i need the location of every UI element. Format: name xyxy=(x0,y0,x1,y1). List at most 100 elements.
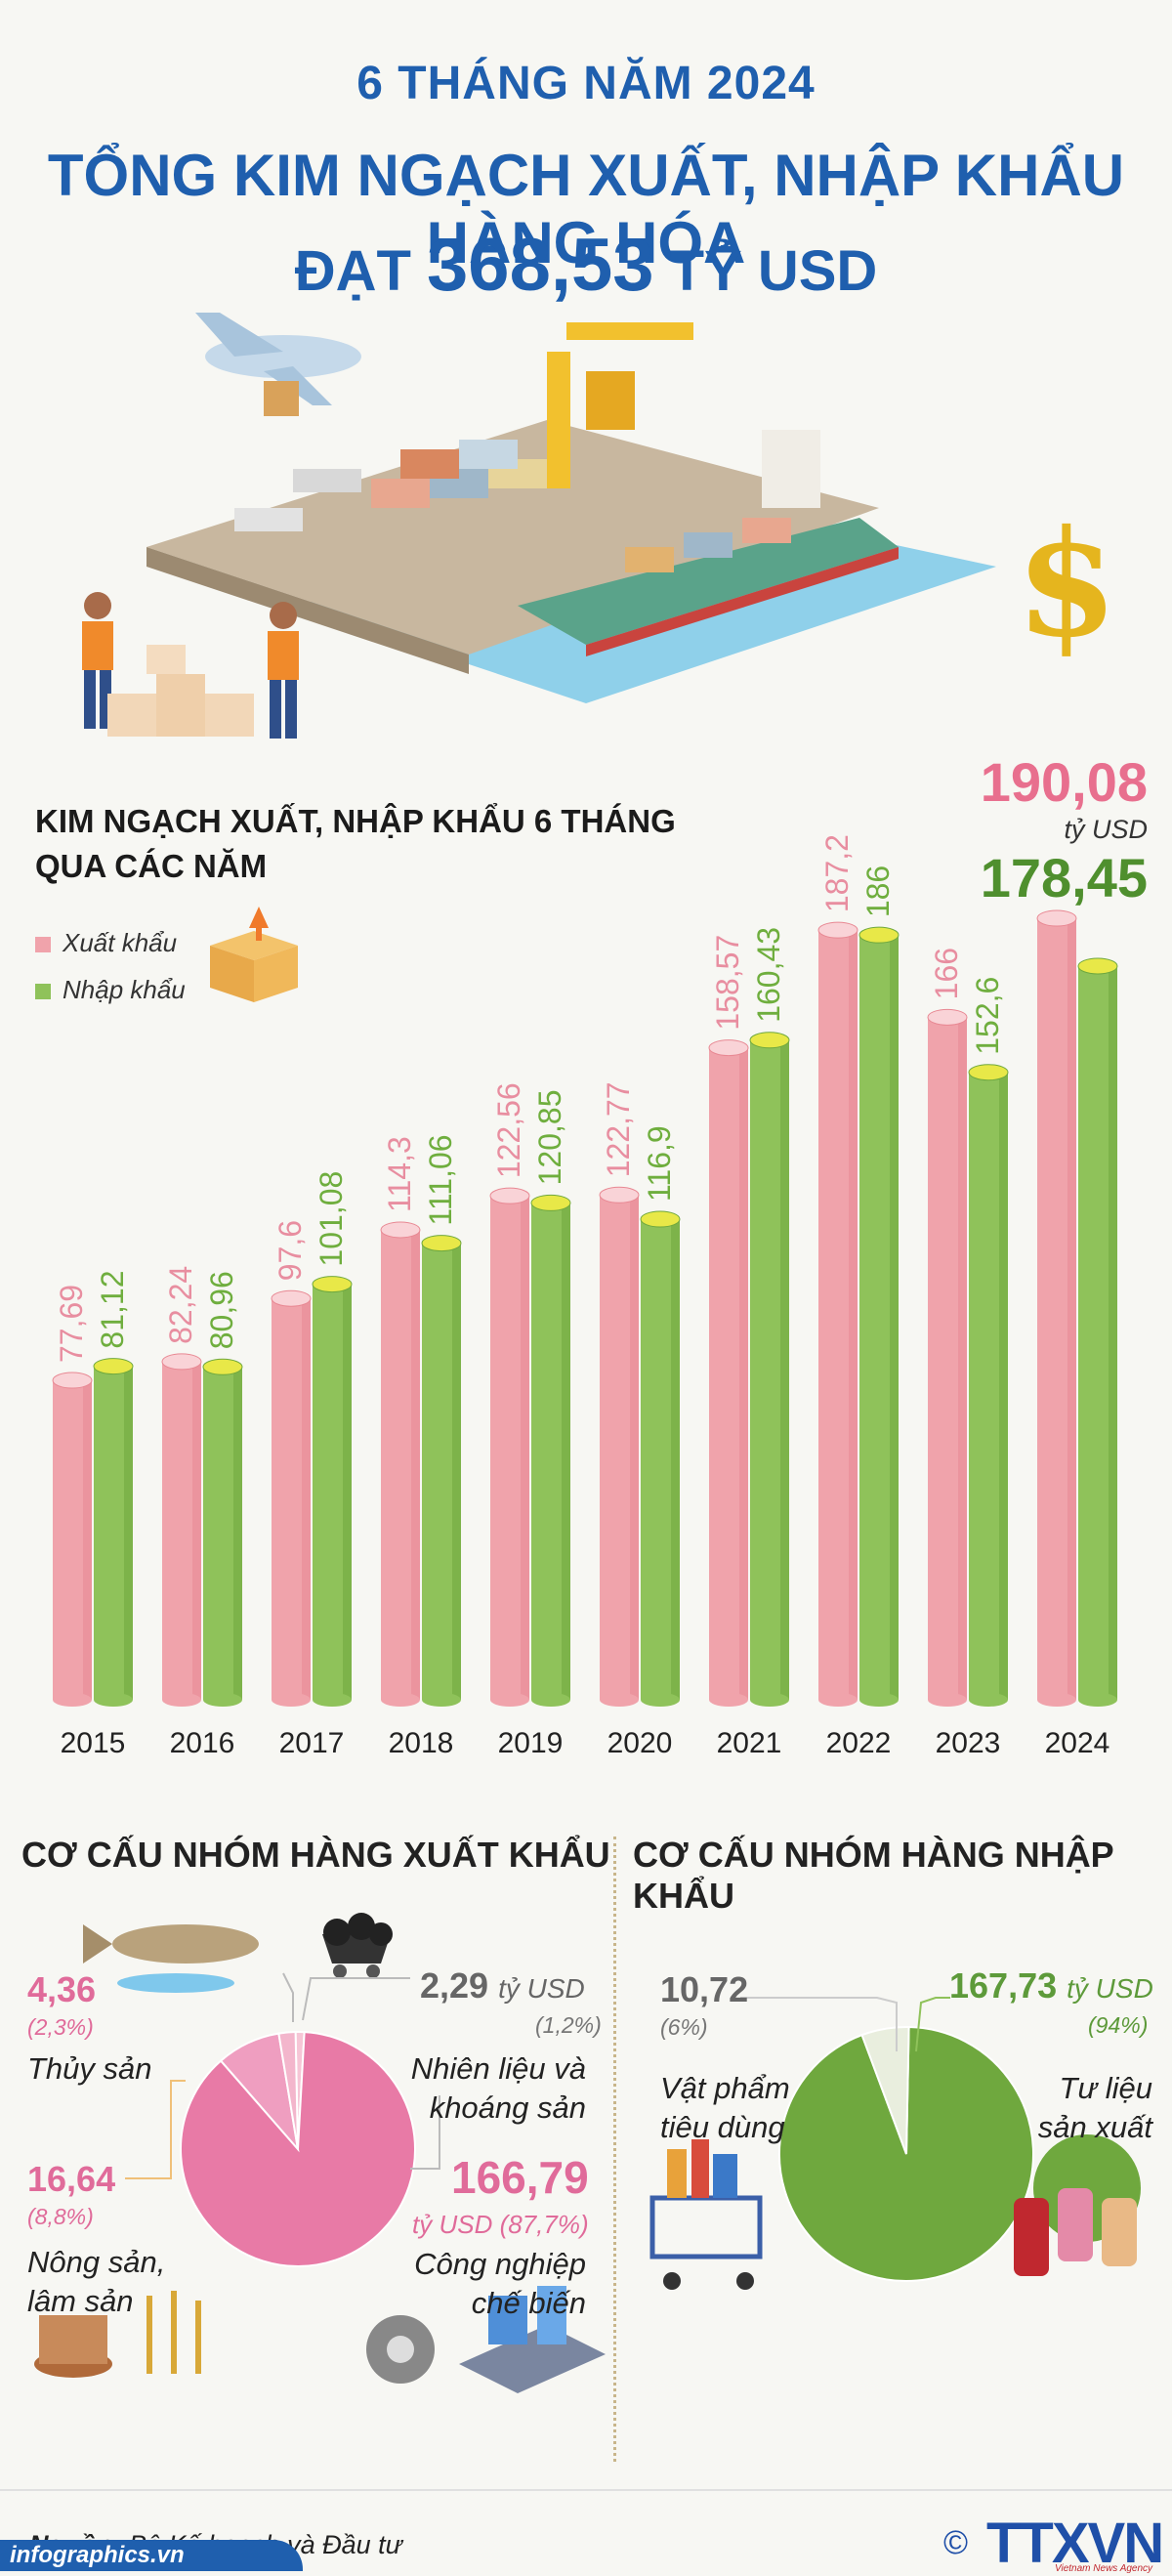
x-tick-2015: 2015 xyxy=(61,1727,126,1759)
footer-divider xyxy=(0,2489,1172,2491)
production-unit: tỷ USD xyxy=(1067,1973,1153,2004)
production-label: Tư liệu sản xuất xyxy=(967,2069,1152,2147)
agro-pct: (8,8%) xyxy=(27,2204,94,2229)
fish-icon xyxy=(83,1924,259,1993)
highlight-import-value: 178,45 xyxy=(981,847,1148,908)
x-tick-2016: 2016 xyxy=(170,1727,235,1759)
industry-pct: (87,7%) xyxy=(499,2210,589,2239)
bar-export-2017 xyxy=(271,1289,312,1707)
title-line-2: TỔNG KIM NGẠCH XUẤT, NHẬP KHẨU HÀNG HÓA xyxy=(47,143,1125,275)
legend-export-label: Xuất khẩu xyxy=(63,928,178,957)
fisheries-label: Thủy sản xyxy=(27,2051,152,2086)
bar-chart: 77,69 81,12 82,24 80,96 97,6 101,08 114,3 111,0… xyxy=(52,751,1148,1759)
fuel-label-line-1: Nhiên liệu và xyxy=(410,2051,586,2086)
legend-export-swatch xyxy=(35,937,51,953)
industry-unit: tỷ USD xyxy=(412,2210,493,2239)
consumer-label-line-1: Vật phẩm xyxy=(660,2071,790,2105)
agro-label: Nông sản, lâm sản xyxy=(27,2243,165,2321)
industry-value: 166,79 xyxy=(451,2152,589,2203)
production-pct: (94%) xyxy=(1088,2012,1149,2038)
production-label-line-2: sản xuất xyxy=(1037,2110,1152,2144)
fisheries-value: 4,36 xyxy=(27,1969,97,2009)
bar-label-export-2015: 77,69 xyxy=(54,1285,89,1363)
bar-import-2022 xyxy=(858,926,900,1707)
chart-title: KIM NGẠCH XUẤT, NHẬP KHẨU 6 THÁNG QUA CÁ… xyxy=(35,803,676,884)
legend-import-swatch xyxy=(35,984,51,1000)
dollar-icon: $ xyxy=(1016,498,1117,670)
x-tick-2020: 2020 xyxy=(607,1727,673,1759)
industry-icon xyxy=(366,2286,606,2393)
legend-import-label: Nhập khẩu xyxy=(63,975,186,1004)
legend-import: Nhập khẩu xyxy=(35,975,186,1005)
bar-import-2021 xyxy=(749,1032,790,1707)
shopping-cart-icon xyxy=(649,2139,763,2290)
bar-export-2022 xyxy=(817,921,858,1707)
bar-labels-layer: 77,69 81,12 82,24 80,96 97,6 101,08 114,3 111,0… xyxy=(54,834,1005,1363)
pie-slice-fisheries xyxy=(277,2031,299,2150)
export-structure-title: CƠ CẤU NHÓM HÀNG XUẤT KHẨU xyxy=(21,1835,610,1875)
bar-label-import-2017: 101,08 xyxy=(314,1171,349,1267)
leader-line-production xyxy=(915,1997,950,2052)
x-tick-2023: 2023 xyxy=(936,1727,1001,1759)
bar-export-2023 xyxy=(927,1008,968,1707)
x-tick-2021: 2021 xyxy=(717,1727,782,1759)
consumer-pct: (6%) xyxy=(660,2014,708,2040)
legend-export: Xuất khẩu xyxy=(35,928,177,958)
consumer-label-line-2: tiêu dùng xyxy=(660,2110,785,2144)
production-label-line-1: Tư liệu xyxy=(1059,2071,1152,2105)
title-prefix: ĐẠT xyxy=(294,239,428,303)
x-tick-2022: 2022 xyxy=(826,1727,892,1759)
cargo-ship xyxy=(518,430,899,656)
industry-unit-line: tỷ USD (87,7%) xyxy=(412,2210,589,2240)
agro-label-line-1: Nông sản, xyxy=(27,2245,166,2279)
title-line-3: ĐẠT 368,53 TỶ USD xyxy=(0,223,1172,308)
agriculture-icon xyxy=(34,2291,201,2378)
bar-export-2024 xyxy=(1036,909,1077,1707)
leader-line-agro xyxy=(125,2080,186,2179)
title-suffix: TỶ USD xyxy=(653,239,878,303)
fuel-value-line: 2,29 tỷ USD xyxy=(420,1965,585,2006)
export-pie-area xyxy=(34,1913,606,2393)
bar-label-export-2017: 97,6 xyxy=(272,1220,308,1281)
bar-label-import-2020: 116,9 xyxy=(642,1125,677,1202)
agency-name: Vietnam News Agency xyxy=(1055,2563,1153,2574)
copyright-icon: © xyxy=(943,2524,969,2561)
coal-cart-icon xyxy=(322,1913,393,1978)
port-ground xyxy=(146,420,879,655)
industry-label-line-1: Công nghiệp xyxy=(414,2247,586,2281)
import-pie-area xyxy=(649,1997,1141,2290)
fuel-pct: (1,2%) xyxy=(535,2012,602,2038)
fuel-unit: tỷ USD xyxy=(498,1973,585,2004)
site-link[interactable]: infographics.vn xyxy=(0,2540,303,2571)
bar-label-export-2016: 82,24 xyxy=(163,1266,198,1344)
import-pie xyxy=(778,2026,1034,2282)
container-stack xyxy=(371,440,547,508)
bar-import-2015 xyxy=(93,1358,134,1707)
title-total-value: 368,53 xyxy=(427,224,654,307)
bar-export-2016 xyxy=(161,1353,202,1707)
title-line-1: 6 THÁNG NĂM 2024 xyxy=(356,58,816,109)
fuel-value: 2,29 xyxy=(420,1965,489,2006)
cardboard-boxes xyxy=(107,645,254,737)
ttxvn-logo: TTXVN xyxy=(986,2512,1164,2575)
bar-label-import-2019: 120,85 xyxy=(532,1089,567,1185)
bar-export-2020 xyxy=(599,1186,640,1707)
production-value-line: 167,73 tỷ USD xyxy=(949,1965,1153,2006)
highlight-unit: tỷ USD xyxy=(1064,815,1148,844)
consumer-value: 10,72 xyxy=(660,1969,749,2009)
bar-export-2015 xyxy=(52,1372,93,1707)
truck xyxy=(234,508,303,531)
industry-label: Công nghiệp chế biến xyxy=(400,2245,586,2323)
agro-label-line-2: lâm sản xyxy=(27,2284,134,2318)
bar-import-2024 xyxy=(1077,957,1118,1707)
bar-label-import-2015: 81,12 xyxy=(95,1271,130,1349)
highlight-export-value: 190,08 xyxy=(981,751,1148,813)
bar-label-export-2019: 122,56 xyxy=(491,1082,526,1178)
leader-line-fisheries xyxy=(282,1972,294,2022)
section-divider xyxy=(613,1837,616,2462)
bar-label-import-2022: 186 xyxy=(860,866,896,917)
production-value: 167,73 xyxy=(949,1965,1058,2006)
bar-import-2017 xyxy=(312,1276,353,1707)
pie-slice-consumer xyxy=(860,2026,910,2155)
bar-import-2023 xyxy=(968,1064,1009,1707)
